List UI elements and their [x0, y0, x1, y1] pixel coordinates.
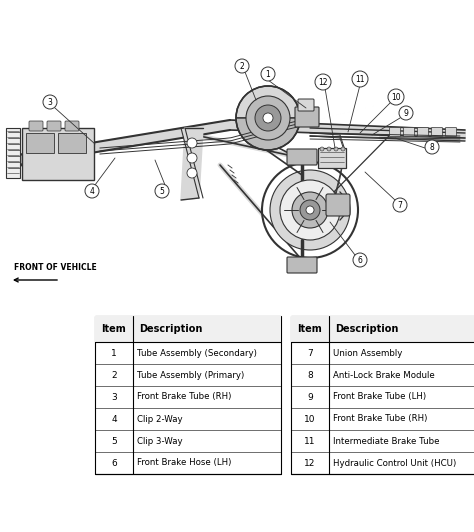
Circle shape: [187, 153, 197, 163]
Text: 3: 3: [111, 393, 117, 402]
Text: 10: 10: [304, 414, 316, 423]
Text: Union Assembly: Union Assembly: [333, 348, 402, 358]
Polygon shape: [181, 128, 203, 200]
Circle shape: [315, 74, 331, 90]
Circle shape: [43, 95, 57, 109]
Text: 4: 4: [111, 414, 117, 423]
Circle shape: [155, 184, 169, 198]
Text: Tube Assembly (Secondary): Tube Assembly (Secondary): [137, 348, 257, 358]
Circle shape: [235, 59, 249, 73]
Bar: [291, 316, 474, 342]
Text: 4: 4: [90, 187, 94, 196]
Text: 7: 7: [307, 348, 313, 358]
Text: 5: 5: [111, 436, 117, 445]
Text: 10: 10: [391, 93, 401, 102]
Text: 12: 12: [304, 459, 316, 468]
Text: Clip 2-Way: Clip 2-Way: [137, 414, 182, 423]
Polygon shape: [18, 153, 30, 167]
Text: Front Brake Tube (RH): Front Brake Tube (RH): [137, 393, 231, 402]
Wedge shape: [236, 118, 300, 150]
FancyBboxPatch shape: [65, 121, 79, 131]
Text: Description: Description: [139, 324, 202, 334]
FancyBboxPatch shape: [431, 128, 443, 137]
Text: 7: 7: [398, 201, 402, 210]
Text: Intermediate Brake Tube: Intermediate Brake Tube: [333, 436, 439, 445]
FancyBboxPatch shape: [390, 128, 401, 137]
Circle shape: [280, 180, 340, 240]
FancyBboxPatch shape: [326, 194, 350, 216]
Circle shape: [425, 140, 439, 154]
FancyBboxPatch shape: [446, 128, 456, 137]
FancyBboxPatch shape: [295, 107, 319, 127]
Circle shape: [320, 147, 324, 151]
Text: FRONT OF VEHICLE: FRONT OF VEHICLE: [14, 263, 97, 272]
Circle shape: [261, 67, 275, 81]
Text: Hydraulic Control Unit (HCU): Hydraulic Control Unit (HCU): [333, 459, 456, 468]
FancyBboxPatch shape: [22, 128, 94, 180]
Circle shape: [246, 96, 290, 140]
Circle shape: [300, 200, 320, 220]
Circle shape: [85, 184, 99, 198]
Text: 2: 2: [240, 62, 245, 71]
FancyBboxPatch shape: [29, 121, 43, 131]
Polygon shape: [380, 128, 465, 141]
FancyBboxPatch shape: [418, 128, 428, 137]
Circle shape: [334, 147, 338, 151]
Text: 1: 1: [265, 70, 270, 79]
Circle shape: [187, 168, 197, 178]
Text: 9: 9: [307, 393, 313, 402]
Text: Item: Item: [298, 324, 322, 334]
Text: 8: 8: [429, 143, 434, 152]
Text: Anti-Lock Brake Module: Anti-Lock Brake Module: [333, 370, 435, 379]
Text: 6: 6: [111, 459, 117, 468]
FancyBboxPatch shape: [318, 148, 346, 168]
Circle shape: [352, 71, 368, 87]
FancyBboxPatch shape: [287, 149, 317, 165]
Circle shape: [292, 192, 328, 228]
Circle shape: [263, 113, 273, 123]
Text: 9: 9: [403, 109, 409, 118]
Text: 6: 6: [357, 256, 363, 265]
Circle shape: [399, 106, 413, 120]
Circle shape: [327, 147, 331, 151]
Bar: [6, 128, 20, 178]
Text: Item: Item: [101, 324, 127, 334]
Circle shape: [187, 138, 197, 148]
Circle shape: [388, 89, 404, 105]
Circle shape: [262, 162, 358, 258]
Bar: [26, 133, 54, 153]
Text: 5: 5: [160, 187, 164, 196]
Bar: [95, 316, 281, 342]
Bar: [58, 133, 86, 153]
FancyBboxPatch shape: [403, 128, 414, 137]
Polygon shape: [18, 120, 465, 165]
Bar: [95, 316, 281, 474]
FancyBboxPatch shape: [298, 99, 314, 111]
FancyBboxPatch shape: [47, 121, 61, 131]
Circle shape: [341, 147, 345, 151]
Circle shape: [270, 170, 350, 250]
Circle shape: [393, 198, 407, 212]
Circle shape: [255, 105, 281, 131]
Text: 2: 2: [111, 370, 117, 379]
Wedge shape: [236, 86, 300, 118]
Text: Description: Description: [335, 324, 398, 334]
Text: Clip 3-Way: Clip 3-Way: [137, 436, 182, 445]
Text: 11: 11: [304, 436, 316, 445]
Text: 8: 8: [307, 370, 313, 379]
Circle shape: [306, 206, 314, 214]
Text: Tube Assembly (Primary): Tube Assembly (Primary): [137, 370, 244, 379]
Circle shape: [353, 253, 367, 267]
Text: 11: 11: [355, 75, 365, 84]
Text: 12: 12: [318, 78, 328, 87]
Text: 3: 3: [47, 98, 53, 107]
Text: Front Brake Hose (LH): Front Brake Hose (LH): [137, 459, 231, 468]
Text: Front Brake Tube (RH): Front Brake Tube (RH): [333, 414, 428, 423]
Text: Front Brake Tube (LH): Front Brake Tube (LH): [333, 393, 426, 402]
Bar: [0, 0, 474, 311]
Text: 1: 1: [111, 348, 117, 358]
Bar: [291, 316, 474, 474]
FancyBboxPatch shape: [287, 257, 317, 273]
